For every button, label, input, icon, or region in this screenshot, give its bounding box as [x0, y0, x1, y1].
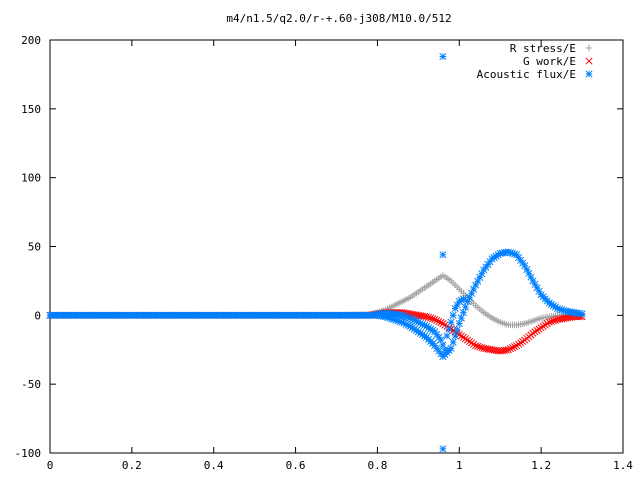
data-point [508, 344, 517, 352]
data-point [422, 313, 431, 321]
data-point [443, 332, 451, 340]
data-point [476, 343, 484, 351]
data-point [447, 318, 455, 326]
data-point [549, 317, 557, 325]
y-tick-label: 150 [21, 103, 41, 116]
data-point [439, 251, 447, 259]
data-point [449, 338, 457, 346]
data-point [449, 311, 457, 319]
data-point [420, 312, 429, 320]
data-point [551, 316, 560, 324]
legend-marker [585, 57, 593, 65]
y-tick-label: 200 [21, 34, 41, 47]
y-tick-label: 100 [21, 172, 41, 185]
data-point [445, 325, 453, 333]
data-point [461, 303, 469, 311]
x-tick-label: 0.8 [367, 459, 387, 472]
legend-marker [585, 70, 593, 78]
data-point [441, 346, 449, 354]
y-tick-label: 0 [34, 309, 41, 322]
x-tick-label: 1 [456, 459, 463, 472]
x-tick-label: 0.4 [204, 459, 224, 472]
data-point [545, 318, 553, 326]
data-point [451, 332, 459, 340]
chart-title: m4/n1.5/q2.0/r-+.60-j308/M10.0/512 [226, 12, 451, 25]
series-1 [46, 272, 586, 329]
data-point [504, 346, 512, 354]
x-tick-label: 0 [47, 459, 54, 472]
legend-label: Acoustic flux/E [477, 68, 576, 81]
x-tick-label: 1.2 [531, 459, 551, 472]
data-point [439, 445, 447, 453]
y-tick-label: -100 [15, 447, 42, 460]
data-point [431, 315, 439, 324]
x-tick-label: 1.4 [613, 459, 633, 472]
data-point [578, 310, 586, 318]
data-point [439, 52, 447, 61]
data-point [459, 309, 467, 317]
data-point [425, 313, 433, 321]
data-point [502, 346, 510, 354]
data-point [433, 316, 441, 325]
data-point [547, 317, 555, 326]
data-point [459, 295, 467, 303]
data-point [510, 343, 519, 351]
data-point [455, 320, 463, 328]
plot-frame [49, 39, 624, 454]
legend-label: R stress/E [510, 42, 576, 55]
data-point [437, 319, 445, 327]
series-3 [46, 52, 586, 453]
y-tick-label: 50 [28, 241, 41, 254]
data-point [429, 315, 437, 323]
legend-label: G work/E [523, 55, 576, 68]
data-point [447, 344, 455, 352]
data-point [435, 317, 443, 326]
data-point [472, 342, 480, 350]
data-point [457, 314, 465, 322]
data-point [427, 314, 435, 322]
data-point [531, 280, 539, 288]
data-points [46, 52, 586, 453]
data-point [453, 326, 461, 334]
y-tick-label: -50 [21, 378, 41, 391]
legend-marker [585, 44, 593, 52]
x-tick-label: 0.2 [122, 459, 142, 472]
data-point [474, 342, 482, 350]
data-point [506, 345, 514, 353]
axis-ticks: 0 0.2 0.4 0.6 0.8 1 1.2 1.4 -100 -50 0 50 100 150 200 [15, 34, 634, 472]
data-point [478, 344, 486, 352]
x-tick-label: 0.6 [286, 459, 306, 472]
